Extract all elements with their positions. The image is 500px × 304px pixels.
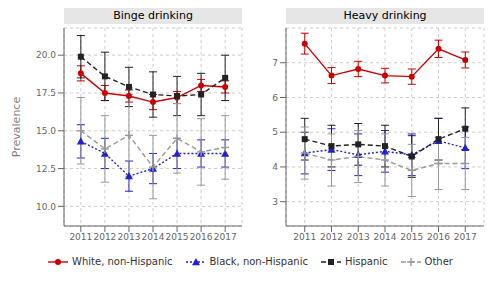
svg-text:2017: 2017 — [454, 232, 477, 242]
svg-text:4: 4 — [272, 162, 278, 172]
svg-text:15.0: 15.0 — [36, 126, 56, 136]
svg-text:2012: 2012 — [320, 232, 343, 242]
svg-text:2011: 2011 — [69, 232, 92, 242]
html-text:Other: Other — [424, 256, 453, 267]
svg-text:2012: 2012 — [93, 232, 116, 242]
svg-text:3: 3 — [272, 197, 278, 207]
svg-text:12.5: 12.5 — [36, 164, 56, 174]
svg-text:17.5: 17.5 — [36, 88, 56, 98]
svg-text:20.0: 20.0 — [36, 50, 56, 60]
svg-text:2014: 2014 — [374, 232, 397, 242]
svg-text:Prevalence: Prevalence — [10, 97, 23, 158]
svg-text:2015: 2015 — [166, 232, 189, 242]
svg-text:2013: 2013 — [347, 232, 370, 242]
svg-text:10.0: 10.0 — [36, 202, 56, 212]
svg-text:6: 6 — [272, 93, 278, 103]
svg-text:2014: 2014 — [142, 232, 165, 242]
svg-text:5: 5 — [272, 127, 278, 137]
svg-text:2015: 2015 — [400, 232, 423, 242]
svg-text:2016: 2016 — [427, 232, 450, 242]
svg-text:2017: 2017 — [214, 232, 237, 242]
svg-text:7: 7 — [272, 58, 278, 68]
svg-text:2013: 2013 — [117, 232, 140, 242]
html-text:Heavy drinking: Heavy drinking — [343, 9, 427, 22]
html-text:Binge drinking: Binge drinking — [113, 9, 193, 22]
html-text:White, non-Hispanic: White, non-Hispanic — [72, 256, 173, 267]
html-text:Black, non-Hispanic: Black, non-Hispanic — [209, 256, 308, 267]
html-text:Hispanic: Hispanic — [344, 256, 388, 267]
svg-text:2016: 2016 — [190, 232, 213, 242]
svg-text:2011: 2011 — [293, 232, 316, 242]
